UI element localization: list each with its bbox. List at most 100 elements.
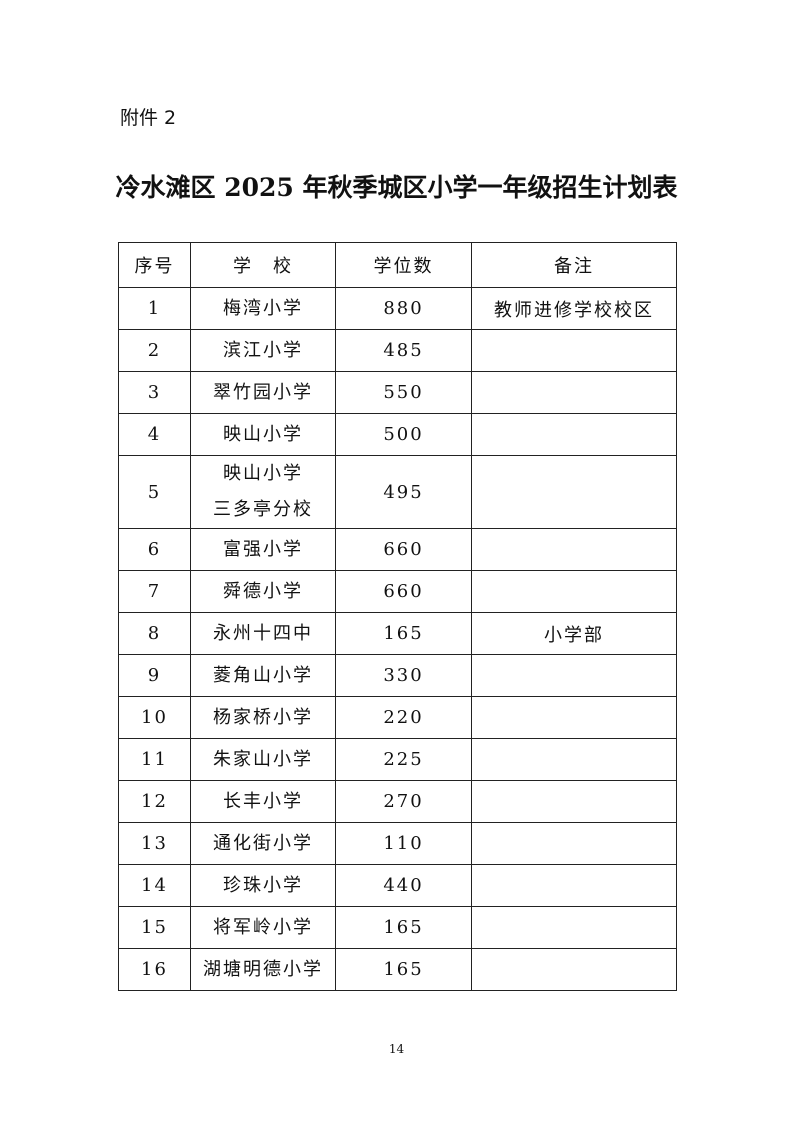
school-name: 通化街小学	[190, 822, 336, 865]
school-name: 菱角山小学	[190, 654, 336, 697]
row-number: 2	[118, 329, 191, 372]
seat-count: 500	[335, 413, 472, 456]
row-number: 1	[118, 287, 191, 330]
attachment-label: 附件 2	[120, 107, 177, 129]
table-row: 6 富强小学 660	[118, 528, 677, 571]
school-name: 长丰小学	[190, 780, 336, 823]
seat-count: 330	[335, 654, 472, 697]
row-number: 12	[118, 780, 191, 823]
school-name-line: 富强小学	[223, 538, 303, 560]
row-number: 9	[118, 654, 191, 697]
seat-count: 660	[335, 528, 472, 571]
school-name: 将军岭小学	[190, 906, 336, 949]
seat-count: 270	[335, 780, 472, 823]
table-row: 11 朱家山小学 225	[118, 738, 677, 781]
table-row: 15 将军岭小学 165	[118, 906, 677, 949]
row-note	[471, 570, 677, 613]
school-name: 永州十四中	[190, 612, 336, 655]
row-note	[471, 654, 677, 697]
seat-count: 220	[335, 696, 472, 739]
school-name: 珍珠小学	[190, 864, 336, 907]
table-row: 3 翠竹园小学 550	[118, 371, 677, 414]
seat-count: 880	[335, 287, 472, 330]
school-name-line: 永州十四中	[213, 622, 313, 644]
table-row: 2 滨江小学 485	[118, 329, 677, 372]
table-row: 16 湖塘明德小学 165	[118, 948, 677, 991]
school-name-line: 三多亭分校	[213, 499, 313, 520]
seat-count: 440	[335, 864, 472, 907]
header-seats: 学位数	[335, 242, 472, 288]
school-name: 湖塘明德小学	[190, 948, 336, 991]
school-name-line: 滨江小学	[223, 339, 303, 361]
table-row: 4 映山小学 500	[118, 413, 677, 456]
row-number: 5	[118, 455, 191, 529]
row-note	[471, 906, 677, 949]
row-note	[471, 455, 677, 529]
row-number: 10	[118, 696, 191, 739]
school-name-line: 朱家山小学	[213, 748, 313, 770]
row-note	[471, 738, 677, 781]
row-note	[471, 329, 677, 372]
seat-count: 485	[335, 329, 472, 372]
school-name-line: 映山小学	[223, 423, 303, 445]
row-number: 8	[118, 612, 191, 655]
table-row: 12 长丰小学 270	[118, 780, 677, 823]
row-note: 教师进修学校校区	[471, 287, 677, 330]
school-name: 翠竹园小学	[190, 371, 336, 414]
school-name-line: 珍珠小学	[223, 874, 303, 896]
school-name: 富强小学	[190, 528, 336, 571]
school-name-line: 湖塘明德小学	[203, 958, 323, 980]
row-number: 11	[118, 738, 191, 781]
row-note: 小学部	[471, 612, 677, 655]
row-number: 4	[118, 413, 191, 456]
school-name-line: 将军岭小学	[213, 916, 313, 938]
seat-count: 660	[335, 570, 472, 613]
row-number: 13	[118, 822, 191, 865]
school-name: 杨家桥小学	[190, 696, 336, 739]
seat-count: 225	[335, 738, 472, 781]
seat-count: 165	[335, 612, 472, 655]
seat-count: 165	[335, 948, 472, 991]
seat-count: 495	[335, 455, 472, 529]
row-note	[471, 864, 677, 907]
row-number: 7	[118, 570, 191, 613]
school-name: 映山小学 三多亭分校	[190, 455, 336, 529]
table-row: 9 菱角山小学 330	[118, 654, 677, 697]
table-row: 14 珍珠小学 440	[118, 864, 677, 907]
table-row: 5 映山小学 三多亭分校 495	[118, 455, 677, 529]
page-title: 冷水滩区 2025 年秋季城区小学一年级招生计划表	[115, 173, 678, 202]
seat-count: 165	[335, 906, 472, 949]
row-number: 15	[118, 906, 191, 949]
row-note	[471, 413, 677, 456]
school-name-line: 翠竹园小学	[213, 381, 313, 403]
row-note	[471, 528, 677, 571]
school-name-line: 舜德小学	[223, 580, 303, 602]
row-number: 6	[118, 528, 191, 571]
table-row: 8 永州十四中 165 小学部	[118, 612, 677, 655]
enrollment-plan-table: 序号 学 校 学位数 备注 1 梅湾小学 880 教师进修学校校区 2 滨江小学 485 3 翠…	[118, 242, 677, 991]
page-number: 14	[388, 1042, 405, 1056]
row-note	[471, 822, 677, 865]
row-number: 14	[118, 864, 191, 907]
header-note: 备注	[471, 242, 677, 288]
row-note	[471, 780, 677, 823]
school-name: 滨江小学	[190, 329, 336, 372]
school-name: 梅湾小学	[190, 287, 336, 330]
header-number: 序号	[118, 242, 191, 288]
school-name-line: 杨家桥小学	[213, 706, 313, 728]
school-name-line: 长丰小学	[223, 790, 303, 812]
seat-count: 550	[335, 371, 472, 414]
school-name: 朱家山小学	[190, 738, 336, 781]
row-note	[471, 371, 677, 414]
school-name: 舜德小学	[190, 570, 336, 613]
table-row: 1 梅湾小学 880 教师进修学校校区	[118, 287, 677, 330]
table-row: 7 舜德小学 660	[118, 570, 677, 613]
header-school: 学 校	[190, 242, 336, 288]
table-row: 10 杨家桥小学 220	[118, 696, 677, 739]
row-number: 3	[118, 371, 191, 414]
table-header-row: 序号 学 校 学位数 备注	[118, 242, 677, 288]
table-body: 1 梅湾小学 880 教师进修学校校区 2 滨江小学 485 3 翠竹园小学 550 4 映山小学 50…	[118, 287, 677, 991]
row-number: 16	[118, 948, 191, 991]
row-note	[471, 948, 677, 991]
school-name-line: 映山小学	[223, 463, 303, 484]
